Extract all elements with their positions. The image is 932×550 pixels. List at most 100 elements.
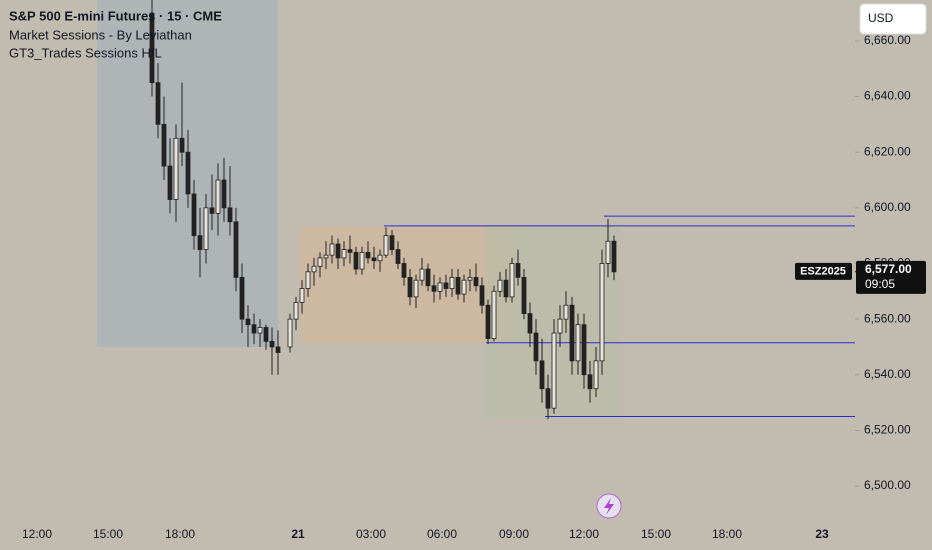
x-tick-label: 12:00	[569, 527, 599, 541]
candle-body	[311, 265, 317, 273]
candle-body	[557, 318, 563, 334]
candle-body	[305, 271, 311, 289]
candle-body	[167, 165, 173, 200]
x-tick-label: 12:00	[22, 527, 52, 541]
candle-body	[545, 388, 551, 409]
candle-body	[149, 12, 155, 84]
candle-body	[419, 268, 425, 281]
x-tick-label: 09:00	[499, 527, 529, 541]
candle-body	[221, 179, 227, 209]
candle-body	[611, 240, 617, 273]
candle-body	[371, 257, 377, 262]
candle-body	[497, 279, 503, 292]
candle-body	[461, 279, 467, 295]
candle-body	[503, 279, 509, 298]
candle-body	[407, 276, 413, 298]
candle-body	[185, 151, 191, 195]
candle-body	[425, 268, 431, 287]
candle-body	[233, 221, 239, 278]
candle-body	[467, 276, 473, 281]
candle-body	[485, 304, 491, 340]
candle-body	[479, 285, 485, 306]
candle-body	[365, 251, 371, 259]
y-tick-label: 6,660.00	[864, 33, 911, 47]
countdown: 09:05	[865, 277, 895, 291]
candle-body	[263, 327, 269, 342]
candle-body	[239, 276, 245, 320]
y-tick-label: 6,560.00	[864, 311, 911, 325]
y-tick-label: 6,540.00	[864, 367, 911, 381]
candle-body	[449, 276, 455, 289]
x-tick-label: 15:00	[641, 527, 671, 541]
candle-body	[353, 251, 359, 270]
indicator: Market Sessions - By Leviathan	[9, 27, 192, 42]
candle-body	[473, 276, 479, 287]
candle-body	[257, 327, 263, 334]
candle-body	[515, 263, 521, 278]
indicator: GT3_Trades Sessions H/L	[9, 45, 162, 60]
candle-body	[377, 254, 383, 262]
candle-body	[563, 304, 569, 320]
candle-body	[599, 263, 605, 362]
chart-title: S&P 500 E-mini Futures · 15 · CME	[9, 8, 222, 23]
candle-body	[299, 288, 305, 303]
candle-body	[191, 193, 197, 237]
candle-body	[389, 235, 395, 250]
candle-body	[203, 207, 209, 250]
candle-body	[587, 374, 593, 390]
price-tag: 6,577.00	[865, 262, 912, 276]
candle-body	[395, 249, 401, 264]
currency-button[interactable]	[859, 3, 927, 35]
candle-body	[323, 254, 329, 259]
x-tick-label: 15:00	[93, 527, 123, 541]
y-tick-label: 6,500.00	[864, 478, 911, 492]
y-tick-label: 6,600.00	[864, 200, 911, 214]
symbol-tag: ESZ2025	[800, 266, 846, 278]
candle-body	[215, 179, 221, 214]
candle-body	[413, 279, 419, 298]
candle-body	[509, 263, 515, 298]
candle-body	[575, 324, 581, 362]
y-tick-label: 6,620.00	[864, 144, 911, 158]
candle-body	[269, 340, 275, 348]
candle-body	[383, 235, 389, 256]
currency[interactable]: USD	[868, 11, 894, 25]
candle-body	[317, 257, 323, 267]
y-tick-label: 6,520.00	[864, 423, 911, 437]
candle-body	[437, 282, 443, 292]
candle-body	[551, 332, 557, 409]
y-tick-label: 6,640.00	[864, 89, 911, 103]
x-tick-label: 23	[815, 527, 829, 541]
candle-body	[347, 249, 353, 253]
candle-body	[197, 235, 203, 250]
candle-body	[491, 290, 497, 340]
candle-body	[569, 304, 575, 362]
candle-body	[155, 82, 161, 125]
candle-body	[521, 276, 527, 314]
candle-body	[287, 318, 293, 348]
candle-body	[329, 243, 335, 256]
x-tick-label: 21	[291, 527, 305, 541]
candle-body	[209, 207, 215, 214]
candle-body	[227, 207, 233, 223]
candle-body	[533, 332, 539, 362]
candle-body	[359, 251, 365, 270]
price-tag-bg	[856, 260, 926, 294]
candle-body	[173, 137, 179, 200]
candle-body	[443, 282, 449, 289]
plot	[149, 0, 855, 420]
candle-body	[179, 137, 185, 153]
candle-body	[251, 324, 257, 334]
candle-body	[401, 263, 407, 278]
candle-body	[245, 318, 251, 326]
logo-bolt	[604, 498, 614, 515]
symbol-tag-bg	[795, 262, 852, 280]
candle-body	[275, 346, 281, 353]
candle-body	[293, 302, 299, 320]
x-tick-label: 18:00	[165, 527, 195, 541]
candle-body	[539, 360, 545, 390]
candle-body	[335, 243, 341, 259]
candle-body	[527, 313, 533, 334]
